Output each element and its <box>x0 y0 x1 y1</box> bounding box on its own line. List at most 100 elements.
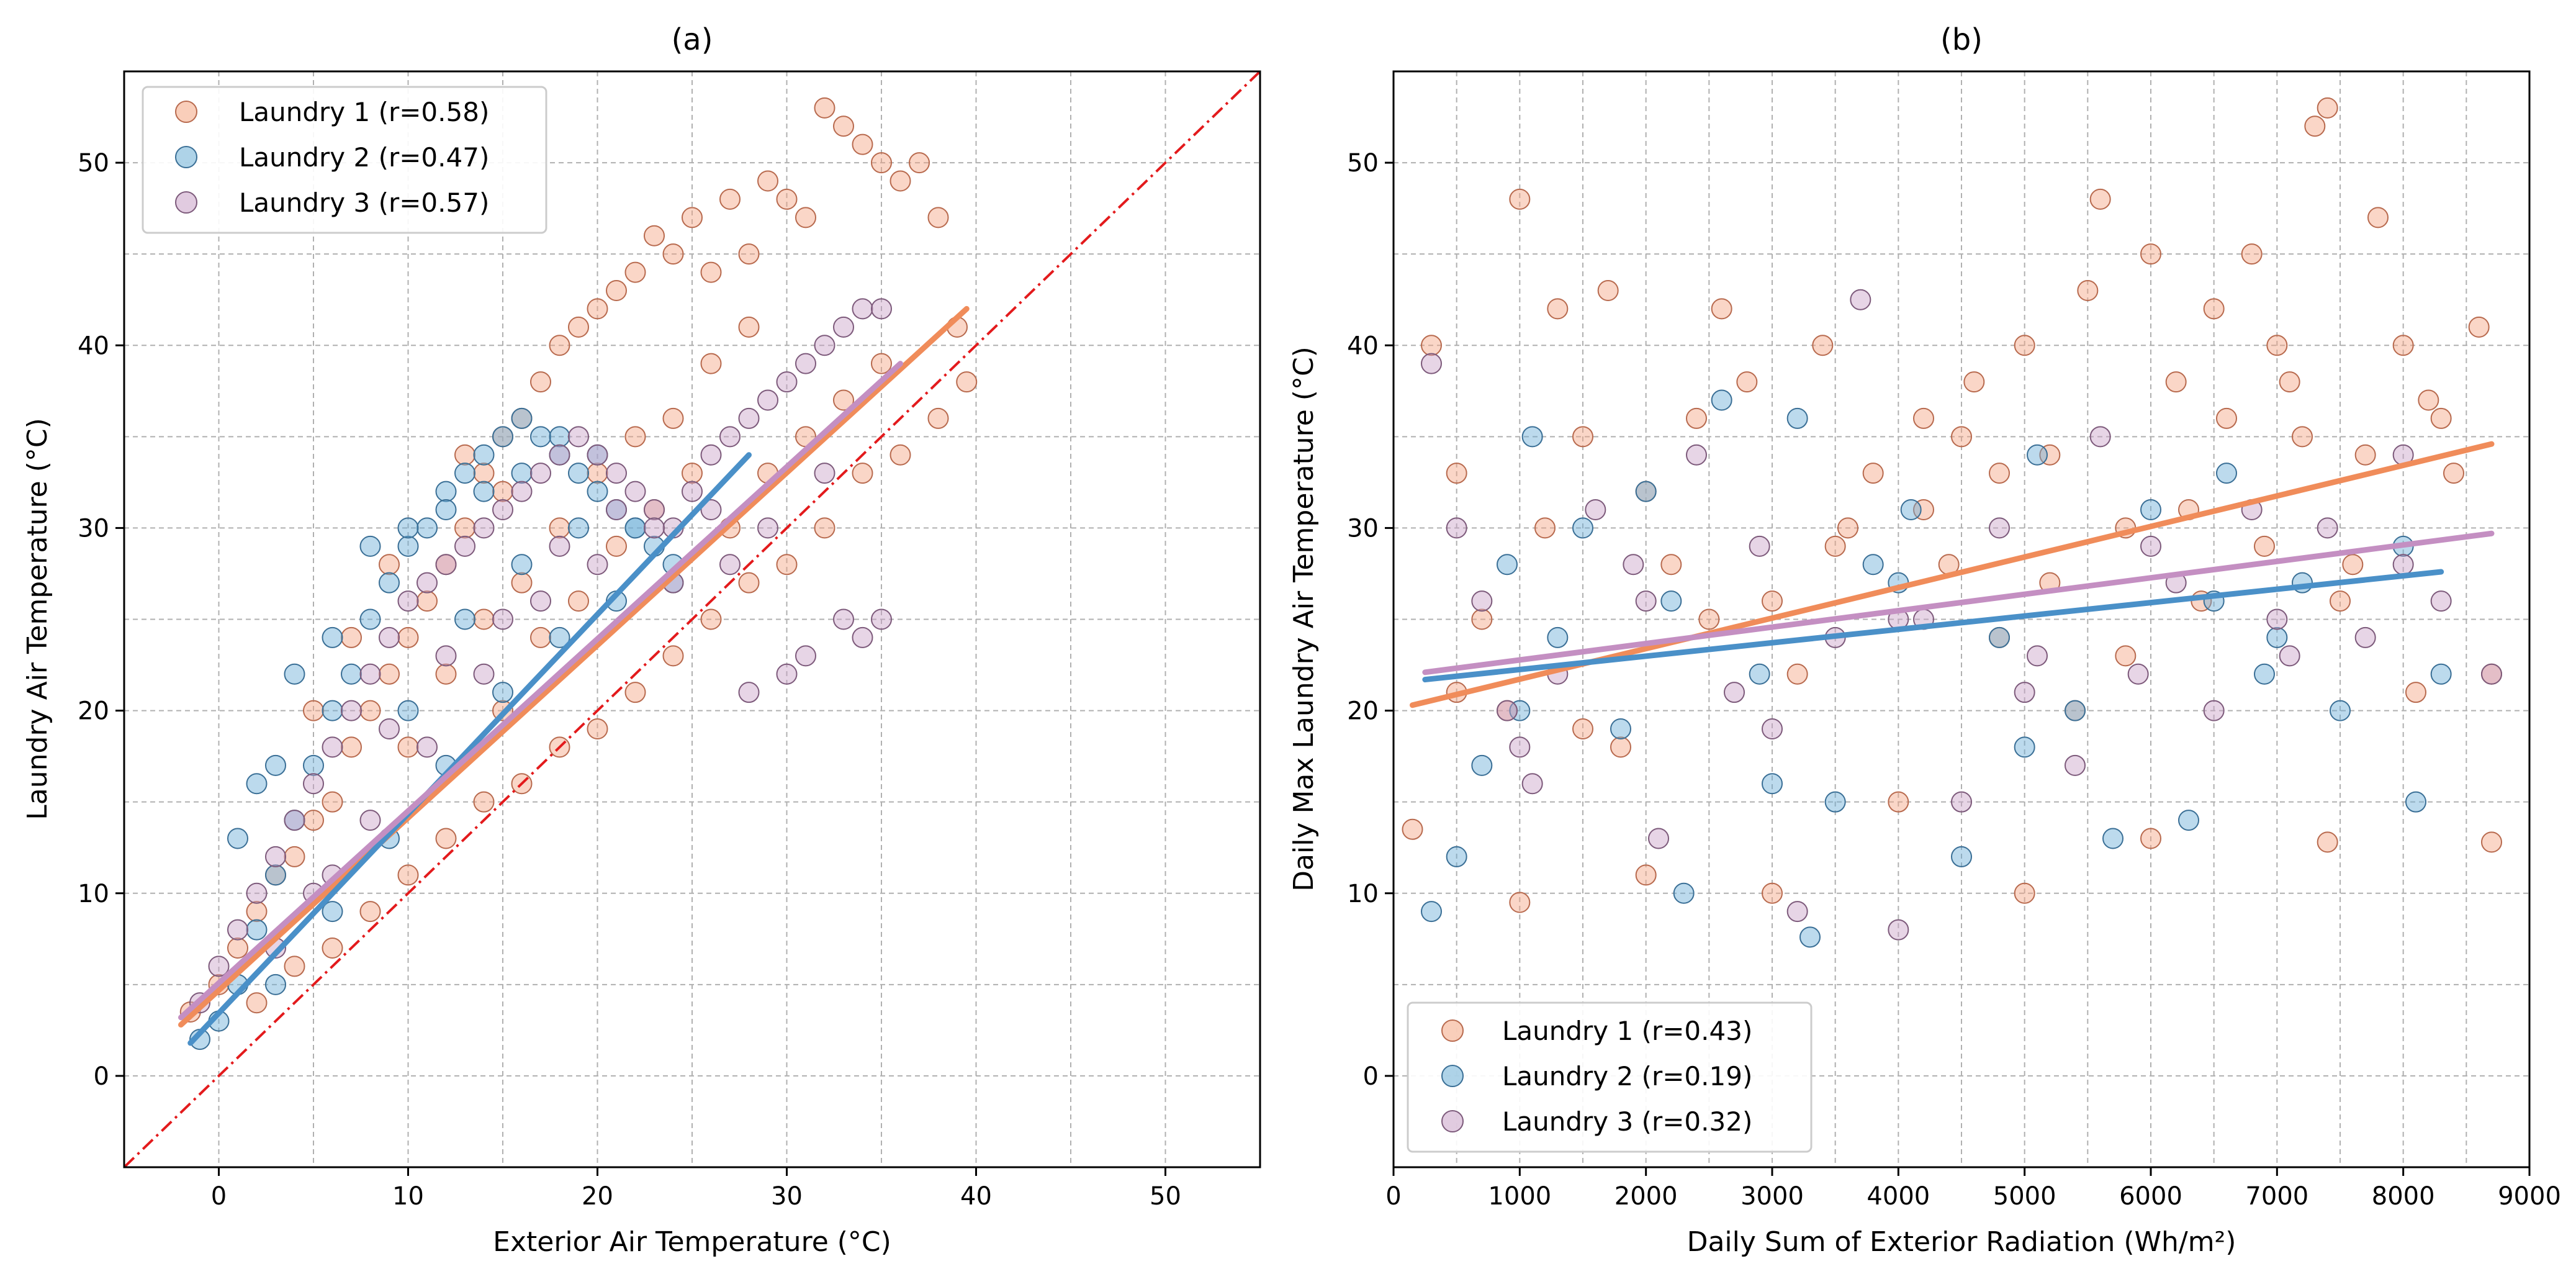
panel-a-point <box>397 517 419 539</box>
panel-b-point <box>1509 700 1531 721</box>
panel-b-point <box>2039 444 2061 466</box>
panel-b-point <box>1812 335 1834 356</box>
panel-b-point <box>2330 700 2351 721</box>
panel-a-point <box>776 371 798 393</box>
panel-a-point <box>852 298 873 320</box>
panel-a-xtick-label: 10 <box>392 1182 424 1211</box>
panel-a-point <box>624 426 646 448</box>
panel-b-point <box>1786 663 1808 685</box>
panel-a-point <box>284 956 305 977</box>
panel-a-point <box>492 481 513 502</box>
panel-b-point <box>1888 791 1909 813</box>
panel-a-point <box>492 499 513 520</box>
panel-b-point <box>1471 608 1493 630</box>
panel-b-ytick-label: 30 <box>1347 514 1379 543</box>
panel-a-point <box>662 243 684 265</box>
panel-a-point <box>265 974 286 995</box>
panel-a-point <box>379 626 400 648</box>
panel-a-point <box>246 901 268 923</box>
legend-b-label-3: Laundry 3 (r=0.32) <box>1502 1106 1752 1137</box>
legend-a-label-3: Laundry 3 (r=0.57) <box>239 187 489 218</box>
panel-a-point <box>549 626 570 648</box>
panel-b-point <box>2115 645 2137 667</box>
panel-b-xtick-label: 3000 <box>1741 1182 1804 1211</box>
panel-b-point <box>1509 188 1531 210</box>
panel-a-point <box>644 517 665 539</box>
panel-b-point <box>1446 517 1467 539</box>
panel-b-point <box>1635 590 1657 612</box>
panel-a-point <box>265 754 286 776</box>
panel-a-point <box>322 700 343 721</box>
panel-b: (b) 0 1000 2000 3000 4000 5000 6000 7000 8000 900… <box>1288 22 2561 1258</box>
panel-b-series-1 <box>1402 97 2502 913</box>
panel-a-point <box>417 572 438 594</box>
panel-b-point <box>2027 444 2048 466</box>
panel-a-point <box>833 316 854 338</box>
legend-b-marker-2 <box>1441 1065 1464 1087</box>
panel-a-plot-area <box>124 71 1260 1167</box>
panel-b-point <box>1471 590 1493 612</box>
panel-b-point <box>1711 298 1732 320</box>
panel-a-point <box>511 481 533 502</box>
panel-a-point <box>587 554 608 576</box>
panel-a-point <box>284 663 305 685</box>
panel-a-point <box>530 426 551 448</box>
panel-a-point <box>814 517 835 539</box>
panel-b-point <box>2140 499 2161 520</box>
panel-b-point <box>1572 426 1593 448</box>
panel-a-ytick-label: 50 <box>78 149 109 178</box>
panel-a-point <box>397 864 419 886</box>
panel-a-point <box>530 626 551 648</box>
panel-a-point <box>644 225 665 246</box>
panel-a-point <box>662 645 684 667</box>
panel-b-point <box>1610 736 1631 758</box>
panel-a-series-3 <box>189 298 892 1014</box>
panel-b-ytick-label: 0 <box>1363 1062 1379 1091</box>
panel-a-point <box>587 298 608 320</box>
panel-b-point <box>1698 608 1720 630</box>
panel-b-xtick-label: 4000 <box>1867 1182 1930 1211</box>
panel-b-point <box>2317 517 2338 539</box>
panel-b-point <box>1762 590 1783 612</box>
panel-a-point <box>435 663 457 685</box>
panel-b-point <box>2266 626 2288 648</box>
panel-b-point <box>1850 289 1871 310</box>
panel-a-point <box>719 554 741 576</box>
panel-a-point <box>473 481 495 502</box>
panel-a-ytick-label: 30 <box>78 514 109 543</box>
legend-a-marker-1 <box>175 101 197 123</box>
panel-a-point <box>265 864 286 886</box>
panel-b-point <box>2481 663 2502 685</box>
panel-b-point <box>2014 736 2035 758</box>
panel-a-point <box>814 463 835 484</box>
panel-a-point <box>265 846 286 867</box>
panel-a-point <box>738 316 760 338</box>
panel-b-xtick-label: 9000 <box>2498 1182 2561 1211</box>
panel-b-point <box>1762 773 1783 795</box>
panel-b-point <box>2292 426 2313 448</box>
legend-b-marker-3 <box>1441 1110 1464 1132</box>
panel-a-point <box>757 389 778 411</box>
panel-b-point <box>1888 919 1909 941</box>
panel-a-point <box>341 700 362 721</box>
panel-a-point <box>549 535 570 557</box>
panel-b-point <box>2254 535 2275 557</box>
panel-b-point <box>1736 371 1758 393</box>
panel-b-point <box>1572 718 1593 739</box>
panel-a-point <box>473 663 495 685</box>
panel-a-legend-box <box>142 86 547 234</box>
panel-a-point <box>303 700 324 721</box>
panel-b-point <box>1799 926 1821 948</box>
panel-a-point <box>454 535 475 557</box>
panel-a-point <box>795 353 816 374</box>
panel-b-point <box>2089 426 2111 448</box>
panel-b-point <box>2468 316 2490 338</box>
panel-b-ticks: 0 1000 2000 3000 4000 5000 6000 7000 8000 9000 0 10… <box>1347 149 2561 1211</box>
panel-b-ytick-label: 40 <box>1347 332 1379 360</box>
panel-b-ytick-label: 10 <box>1347 880 1379 908</box>
panel-a-point <box>397 535 419 557</box>
panel-a-point <box>322 901 343 923</box>
panel-a-point <box>454 608 475 630</box>
panel-a-point <box>397 626 419 648</box>
